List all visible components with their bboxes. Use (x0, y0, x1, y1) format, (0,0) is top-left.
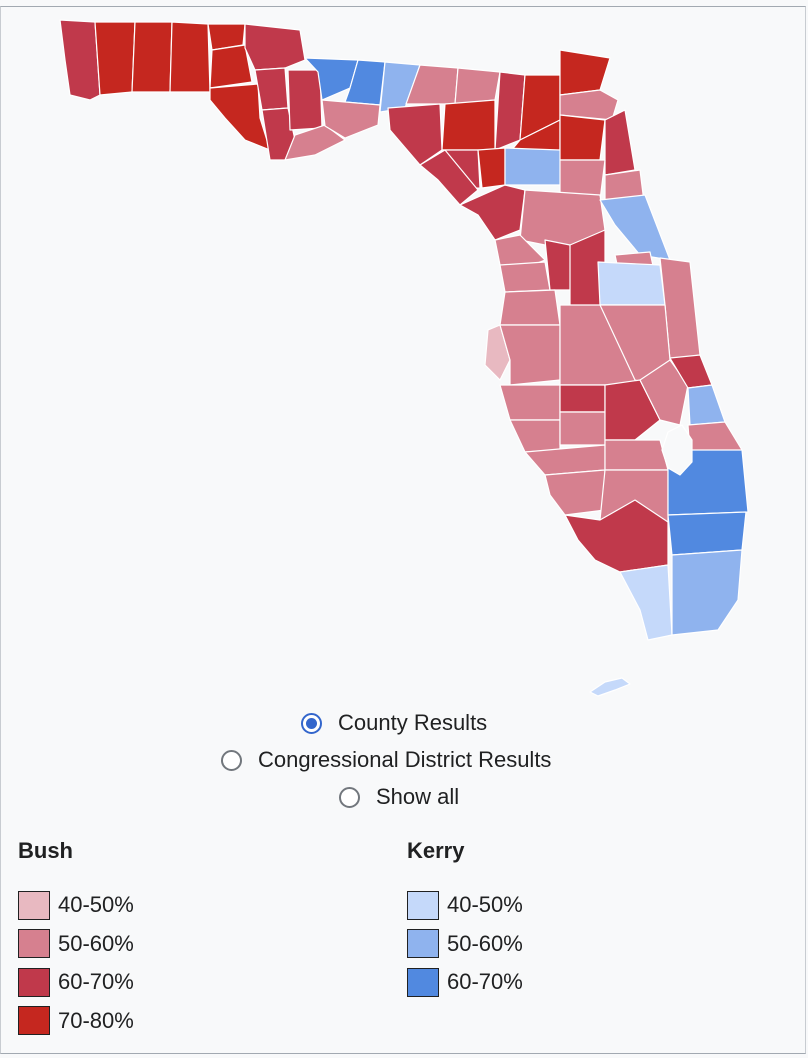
county-escambia (59, 19, 101, 101)
radio-button-selected[interactable] (301, 712, 322, 734)
county-dixie (419, 149, 479, 206)
county-volusia (599, 194, 671, 261)
county-lee (544, 469, 606, 516)
legend-label: 50-60% (58, 930, 134, 956)
county-wakulla (321, 99, 381, 139)
county-washington (209, 44, 253, 89)
county-taylor (387, 103, 443, 166)
legend-label: 60-70% (58, 969, 134, 995)
radio-label: Show all (376, 784, 460, 809)
legend-swatch (18, 1006, 50, 1036)
county-suwannee (441, 99, 496, 151)
county-highlands (604, 379, 661, 441)
map-frame (0, 6, 806, 1054)
legend-label: 40-50% (58, 892, 134, 918)
county-st-lucie (687, 384, 726, 426)
county-glades (604, 439, 669, 471)
county-orange (597, 261, 666, 306)
county-manatee (499, 384, 561, 421)
county-alachua (504, 147, 566, 186)
radio-label: County Results (338, 710, 488, 735)
county-nassau (559, 49, 611, 96)
county-okeechobee (639, 359, 689, 426)
legend-swatch (407, 929, 439, 959)
county-miami-dade (671, 549, 743, 636)
legend-bush: Bush 40-50% 50-60% 60-70% 70-80% (18, 838, 134, 1040)
county-walton (169, 21, 211, 93)
legend-swatch (407, 890, 439, 920)
county-jackson (244, 23, 306, 71)
radio-congressional-district-results[interactable]: Congressional District Results (221, 747, 551, 773)
legend-kerry: Kerry 40-50% 50-60% 60-70% (407, 838, 523, 1002)
legend-item: 60-70% (18, 963, 134, 1002)
county-monroe (619, 564, 673, 641)
legend-title: Kerry (407, 838, 465, 863)
radio-label: Congressional District Results (258, 747, 552, 772)
legend-item: 70-80% (18, 1002, 134, 1041)
county-hernando (499, 261, 551, 293)
legend-item: 60-70% (407, 963, 523, 1002)
legend-label: 70-80% (58, 1007, 134, 1033)
radio-show-all[interactable]: Show all (339, 784, 459, 810)
county-hillsborough (499, 324, 561, 386)
county-sumter (544, 239, 573, 291)
county-gadsden (304, 57, 359, 101)
radio-county-results[interactable]: County Results (301, 710, 487, 736)
county-liberty (287, 69, 323, 131)
county-okaloosa (131, 21, 173, 93)
county-duval (559, 89, 619, 121)
radio-button[interactable] (339, 786, 360, 808)
county-pasco (499, 289, 561, 326)
legend-item: 50-60% (18, 925, 134, 964)
radio-button[interactable] (221, 749, 242, 771)
legend-label: 40-50% (447, 892, 523, 918)
legend-item: 40-50% (18, 886, 134, 925)
county-desoto (559, 411, 606, 446)
county-calhoun (254, 67, 289, 111)
legend-item: 50-60% (407, 925, 523, 964)
county-gilchrist (477, 147, 506, 189)
county-martin (687, 421, 743, 453)
legend-item: 40-50% (407, 886, 523, 925)
florida-county-map (59, 19, 749, 697)
county-santa-rosa (94, 21, 136, 96)
legend-swatch (18, 890, 50, 920)
legend-swatch (18, 929, 50, 959)
florida-keys (589, 677, 631, 697)
lake-okeechobee (661, 424, 693, 476)
county-clay (559, 114, 606, 161)
county-st-johns (604, 109, 636, 176)
county-sarasota (509, 419, 561, 453)
county-hardee (559, 384, 606, 413)
county-broward (667, 511, 747, 556)
county-hamilton (454, 67, 501, 105)
legend-title: Bush (18, 838, 73, 863)
legend-label: 60-70% (447, 969, 523, 995)
legend-swatch (18, 967, 50, 997)
legend-swatch (407, 967, 439, 997)
legend-label: 50-60% (447, 930, 523, 956)
